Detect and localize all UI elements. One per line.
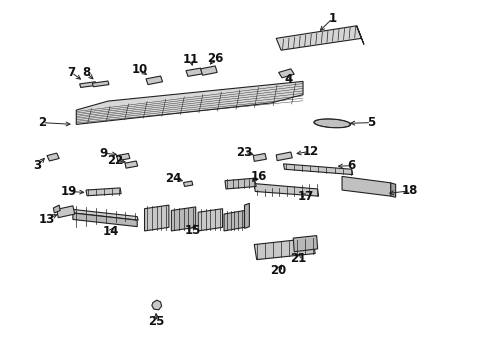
- Text: 11: 11: [183, 53, 199, 66]
- Polygon shape: [390, 183, 395, 197]
- Polygon shape: [125, 161, 138, 168]
- Text: 6: 6: [347, 159, 355, 172]
- Polygon shape: [276, 26, 361, 50]
- Polygon shape: [152, 300, 161, 310]
- Polygon shape: [293, 235, 317, 252]
- Polygon shape: [144, 205, 168, 231]
- Text: 19: 19: [61, 185, 77, 198]
- Polygon shape: [224, 211, 244, 231]
- Polygon shape: [57, 206, 75, 218]
- Polygon shape: [117, 153, 130, 161]
- Polygon shape: [313, 119, 350, 128]
- Polygon shape: [47, 153, 59, 161]
- Polygon shape: [146, 76, 162, 85]
- Polygon shape: [73, 213, 137, 226]
- Text: 15: 15: [185, 224, 201, 237]
- Polygon shape: [73, 210, 138, 220]
- Polygon shape: [254, 184, 318, 196]
- Polygon shape: [253, 153, 266, 161]
- Polygon shape: [283, 164, 352, 175]
- Text: 17: 17: [297, 190, 313, 203]
- Text: 1: 1: [327, 12, 336, 25]
- Text: 2: 2: [38, 116, 46, 129]
- Polygon shape: [341, 176, 390, 196]
- Text: 10: 10: [131, 63, 147, 76]
- Text: 14: 14: [102, 225, 119, 238]
- Polygon shape: [224, 178, 256, 189]
- Text: 7: 7: [67, 66, 75, 79]
- Polygon shape: [254, 238, 315, 260]
- Polygon shape: [86, 188, 121, 196]
- Polygon shape: [244, 203, 249, 228]
- Polygon shape: [276, 152, 292, 161]
- Text: 13: 13: [39, 213, 55, 226]
- Text: 18: 18: [401, 184, 418, 197]
- Text: 25: 25: [148, 315, 164, 328]
- Polygon shape: [171, 207, 195, 231]
- Text: 21: 21: [289, 252, 305, 265]
- Text: 16: 16: [250, 170, 267, 183]
- Text: 3: 3: [33, 159, 41, 172]
- Text: 8: 8: [81, 66, 90, 79]
- Polygon shape: [200, 66, 217, 75]
- Text: 24: 24: [165, 172, 182, 185]
- Text: 26: 26: [206, 51, 223, 64]
- Polygon shape: [183, 181, 192, 186]
- Polygon shape: [198, 209, 222, 231]
- Text: 23: 23: [236, 145, 252, 158]
- Polygon shape: [76, 81, 303, 125]
- Text: 12: 12: [302, 145, 318, 158]
- Polygon shape: [53, 205, 60, 213]
- Polygon shape: [185, 68, 202, 76]
- Polygon shape: [278, 69, 294, 78]
- Text: 20: 20: [270, 264, 286, 277]
- Text: 5: 5: [366, 116, 375, 129]
- Polygon shape: [356, 26, 363, 44]
- Polygon shape: [92, 81, 109, 87]
- Text: 9: 9: [99, 147, 107, 159]
- Polygon shape: [80, 82, 96, 87]
- Text: 4: 4: [284, 73, 292, 86]
- Text: 22: 22: [107, 154, 123, 167]
